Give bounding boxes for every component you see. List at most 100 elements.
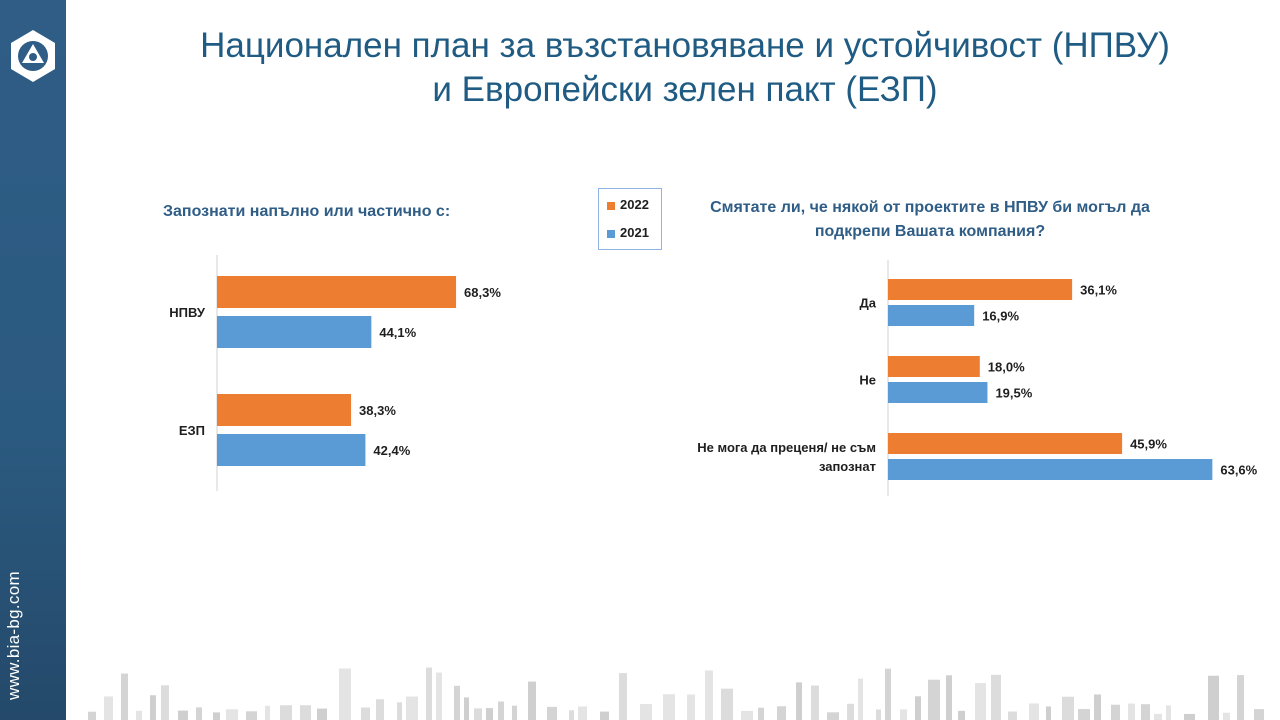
skyline-bar [619, 673, 627, 720]
decorative-skyline [88, 667, 1264, 720]
legend-item-2021: 2021 [607, 225, 649, 240]
skyline-bar [104, 696, 113, 720]
page-title-line-2: и Европейски зелен пакт (ЕЗП) [432, 70, 938, 109]
skyline-bar [946, 675, 952, 720]
chart-legend: 2022 2021 [598, 188, 662, 250]
skyline-bar [705, 670, 713, 720]
skyline-bar [885, 668, 891, 720]
bar-2022-1 [217, 276, 457, 308]
skyline-bar [406, 696, 418, 720]
bar-2022-2 [888, 356, 980, 377]
skyline-bar [464, 697, 469, 720]
skyline-bar [796, 682, 802, 720]
skyline-bar [300, 705, 311, 720]
skyline-bar [547, 706, 557, 720]
legend-label-2022: 2022 [620, 197, 649, 212]
left-chart-title: Запознати напълно или частично с: [163, 203, 451, 220]
skyline-bar [1184, 713, 1195, 720]
skyline-bar [777, 706, 786, 720]
skyline-bar [436, 672, 442, 720]
skyline-bar [226, 709, 238, 720]
skyline-bar [928, 679, 940, 720]
skyline-bar [246, 711, 257, 720]
legend-swatch-2022 [607, 201, 615, 210]
skyline-bar [88, 711, 96, 720]
skyline-bar [121, 673, 128, 720]
data-label-2021-1: 44,1% [379, 325, 416, 340]
data-label-2021-1: 16,9% [982, 309, 1019, 324]
website-url: www.bia-bg.com [4, 571, 23, 700]
skyline-bar [376, 699, 384, 720]
category-label-2: Не [859, 373, 876, 388]
bar-2021-1 [888, 305, 975, 326]
skyline-bar [1166, 705, 1171, 720]
skyline-bar [1111, 704, 1120, 720]
skyline-bar [915, 696, 921, 720]
skyline-bar [858, 678, 863, 720]
legend-label-2021: 2021 [620, 225, 649, 240]
category-label-1: Да [860, 296, 877, 311]
data-label-2021-3: 63,6% [1220, 463, 1257, 478]
skyline-bar [1078, 709, 1090, 720]
skyline-bar [1208, 675, 1219, 720]
skyline-bar [663, 694, 675, 720]
skyline-bar [1029, 703, 1039, 720]
bia-logo-icon [11, 30, 55, 82]
skyline-bar [721, 688, 733, 720]
bar-2022-3 [888, 433, 1123, 454]
sidebar: www.bia-bg.com [0, 0, 66, 720]
skyline-bar [213, 712, 220, 720]
category-label-1: НПВУ [169, 305, 206, 320]
skyline-bar [827, 712, 839, 720]
skyline-bar [1046, 706, 1051, 720]
skyline-bar [811, 685, 819, 720]
skyline-bar [454, 685, 460, 720]
skyline-bar [758, 707, 764, 720]
skyline-bar [578, 706, 587, 720]
skyline-bar [498, 701, 504, 720]
skyline-bar [958, 710, 965, 720]
data-label-2022-2: 18,0% [988, 360, 1025, 375]
skyline-bar [339, 668, 351, 720]
skyline-bar [1141, 704, 1150, 720]
skyline-bar [196, 707, 202, 720]
right-bar-chart: 36,1% 16,9% Да 18,0% 19,5% Не 45,9% 63,6% Не мог… [697, 260, 1258, 496]
bar-2021-2 [888, 382, 988, 403]
left-bar-chart: 68,3% 44,1% НПВУ 38,3% 42,4% ЕЗП [169, 255, 501, 491]
right-chart-title: Смятате ли, че някой от проектите в НПВУ… [710, 199, 1150, 240]
skyline-bar [1237, 675, 1244, 720]
bar-2022-1 [888, 279, 1073, 300]
data-label-2022-3: 45,9% [1130, 437, 1167, 452]
skyline-bar [876, 709, 881, 720]
skyline-bar [1154, 713, 1162, 720]
skyline-bar [474, 708, 482, 720]
skyline-bar [569, 710, 574, 720]
skyline-bar [1128, 703, 1135, 720]
category-label-3: Не мога да преценя/ не съм запознат [697, 440, 876, 474]
skyline-bar [317, 708, 327, 720]
skyline-bar [280, 705, 292, 720]
skyline-bar [265, 705, 270, 720]
data-label-2021-2: 42,4% [373, 443, 410, 458]
skyline-bar [687, 694, 695, 720]
page-title-line-1: Национален план за възстановяване и усто… [200, 26, 1170, 65]
bar-2022-2 [217, 394, 352, 426]
page-title: Национален план за възстановяване и усто… [130, 24, 1240, 112]
skyline-bar [1254, 709, 1264, 720]
skyline-bar [178, 710, 188, 720]
skyline-bar [161, 685, 169, 720]
skyline-bar [600, 711, 609, 720]
skyline-bar [397, 702, 402, 720]
skyline-bar [900, 709, 907, 720]
data-label-2021-2: 19,5% [995, 386, 1032, 401]
legend-swatch-2021 [607, 229, 615, 238]
bar-2021-1 [217, 316, 372, 348]
skyline-bar [640, 704, 652, 720]
data-label-2022-1: 36,1% [1080, 283, 1117, 298]
category-label-2: ЕЗП [179, 423, 205, 438]
bar-2021-2 [217, 434, 366, 466]
bar-2021-3 [888, 459, 1213, 480]
skyline-bar [486, 708, 493, 720]
skyline-bar [1223, 712, 1230, 720]
skyline-bar [975, 683, 986, 720]
